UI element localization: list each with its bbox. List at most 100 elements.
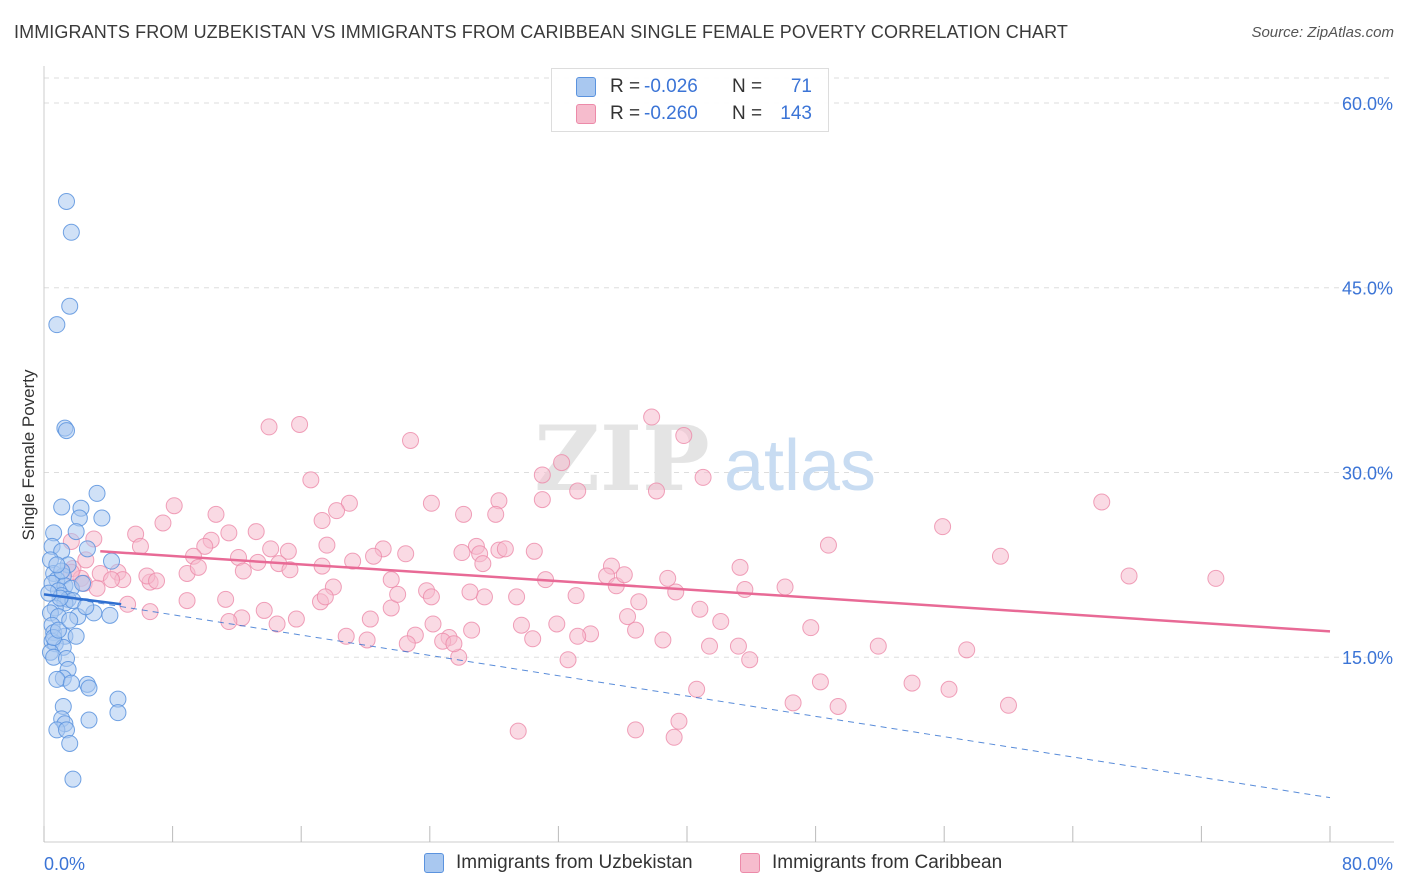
caribbean-point xyxy=(475,588,493,606)
y-tick-label: 30.0% xyxy=(1342,463,1393,483)
caribbean-point xyxy=(220,613,238,631)
caribbean-point xyxy=(424,615,442,633)
legend-n-label: N = xyxy=(732,76,763,97)
caribbean-point xyxy=(291,415,309,433)
caribbean-point xyxy=(736,580,754,598)
uzbekistan-point xyxy=(93,509,111,527)
caribbean-point xyxy=(741,651,759,669)
caribbean-point xyxy=(869,637,887,655)
caribbean-point xyxy=(382,571,400,589)
caribbean-point xyxy=(389,585,407,603)
caribbean-point xyxy=(422,588,440,606)
uzbekistan-point xyxy=(53,498,71,516)
caribbean-point xyxy=(524,630,542,648)
caribbean-point xyxy=(958,641,976,659)
series-legend: Immigrants from Uzbekistan Immigrants fr… xyxy=(0,852,1406,878)
y-axis-label: Single Female Poverty xyxy=(19,369,38,541)
y-tick-label: 60.0% xyxy=(1342,94,1393,114)
uzbekistan-point xyxy=(58,192,76,210)
caribbean-point xyxy=(247,523,265,541)
uzbekistan-point xyxy=(48,316,66,334)
uzbekistan-point xyxy=(103,552,121,570)
caribbean-point xyxy=(88,579,106,597)
caribbean-point xyxy=(260,418,278,436)
caribbean-point xyxy=(731,558,749,576)
caribbean-point xyxy=(207,505,225,523)
uzbekistan-trend-line xyxy=(43,593,122,606)
caribbean-point xyxy=(316,588,334,606)
caribbean-point xyxy=(729,637,747,655)
chart-title: IMMIGRANTS FROM UZBEKISTAN VS IMMIGRANTS… xyxy=(14,22,1068,42)
uzbekistan-point xyxy=(61,297,79,315)
uzbekistan-point xyxy=(48,556,66,574)
caribbean-point xyxy=(509,722,527,740)
legend-n-label: N = xyxy=(732,103,763,124)
axes xyxy=(43,66,1394,843)
trend-lines xyxy=(43,550,1331,799)
x-tick-label: 80.0% xyxy=(1342,854,1393,874)
caribbean-point xyxy=(784,694,802,712)
correlation-legend: R = -0.026 N = 71 R = -0.260 N = 143 xyxy=(551,68,829,132)
caribbean-point xyxy=(119,595,137,613)
caribbean-point xyxy=(553,454,571,472)
uzbekistan-point xyxy=(67,523,85,541)
uzbekistan-point xyxy=(67,627,85,645)
caribbean-point xyxy=(1207,569,1225,587)
caribbean-point xyxy=(165,497,183,515)
caribbean-point xyxy=(667,583,685,601)
caribbean-point xyxy=(455,505,473,523)
caribbean-point xyxy=(508,588,526,606)
caribbean-point xyxy=(313,512,331,530)
watermark-atlas: atlas xyxy=(724,426,876,506)
caribbean-point xyxy=(1000,696,1017,714)
caribbean-point xyxy=(344,552,362,570)
legend-swatch-uzbekistan xyxy=(576,77,596,97)
caribbean-point xyxy=(569,627,587,645)
caribbean-point xyxy=(811,673,829,691)
uzbekistan-point xyxy=(61,734,79,752)
caribbean-point xyxy=(802,619,820,637)
legend-item-caribbean[interactable]: Immigrants from Caribbean xyxy=(740,852,1002,874)
caribbean-point xyxy=(196,537,214,555)
caribbean-point xyxy=(496,540,514,558)
caribbean-point xyxy=(281,561,299,579)
uzbekistan-point xyxy=(64,770,82,788)
uzbekistan-points xyxy=(40,192,127,788)
caribbean-point xyxy=(131,537,149,555)
caribbean-point xyxy=(302,471,320,489)
uzbekistan-point xyxy=(48,670,66,688)
uzbekistan-trend-dashed xyxy=(43,593,1331,799)
caribbean-point xyxy=(533,466,551,484)
caribbean-point xyxy=(643,408,661,426)
caribbean-point xyxy=(328,502,346,520)
caribbean-point xyxy=(1093,493,1111,511)
caribbean-point xyxy=(647,482,665,500)
x-tick-label: 0.0% xyxy=(44,854,85,874)
legend-row-caribbean: R = -0.260 N = 143 xyxy=(576,101,812,127)
caribbean-point xyxy=(619,608,637,626)
caribbean-point xyxy=(675,427,693,445)
caribbean-point xyxy=(178,592,196,610)
legend-label-uzbekistan: Immigrants from Uzbekistan xyxy=(456,852,693,873)
y-tick-label: 15.0% xyxy=(1342,648,1393,668)
caribbean-point xyxy=(262,540,280,558)
caribbean-point xyxy=(512,616,530,634)
uzbekistan-point xyxy=(62,674,80,692)
caribbean-point xyxy=(940,680,958,698)
caribbean-point xyxy=(903,674,921,692)
uzbekistan-point xyxy=(101,606,119,624)
caribbean-point xyxy=(268,615,286,633)
uzbekistan-point xyxy=(58,422,76,440)
caribbean-point xyxy=(361,610,379,628)
legend-n-value: 143 xyxy=(780,103,812,124)
caribbean-point xyxy=(340,494,358,512)
legend-r-value: -0.026 xyxy=(644,76,698,97)
caribbean-point xyxy=(365,547,383,565)
caribbean-point xyxy=(461,583,479,601)
uzbekistan-point xyxy=(62,223,80,241)
legend-item-uzbekistan[interactable]: Immigrants from Uzbekistan xyxy=(424,852,693,874)
y-tick-label: 45.0% xyxy=(1342,279,1393,299)
caribbean-point xyxy=(141,603,159,621)
caribbean-point xyxy=(154,514,172,532)
